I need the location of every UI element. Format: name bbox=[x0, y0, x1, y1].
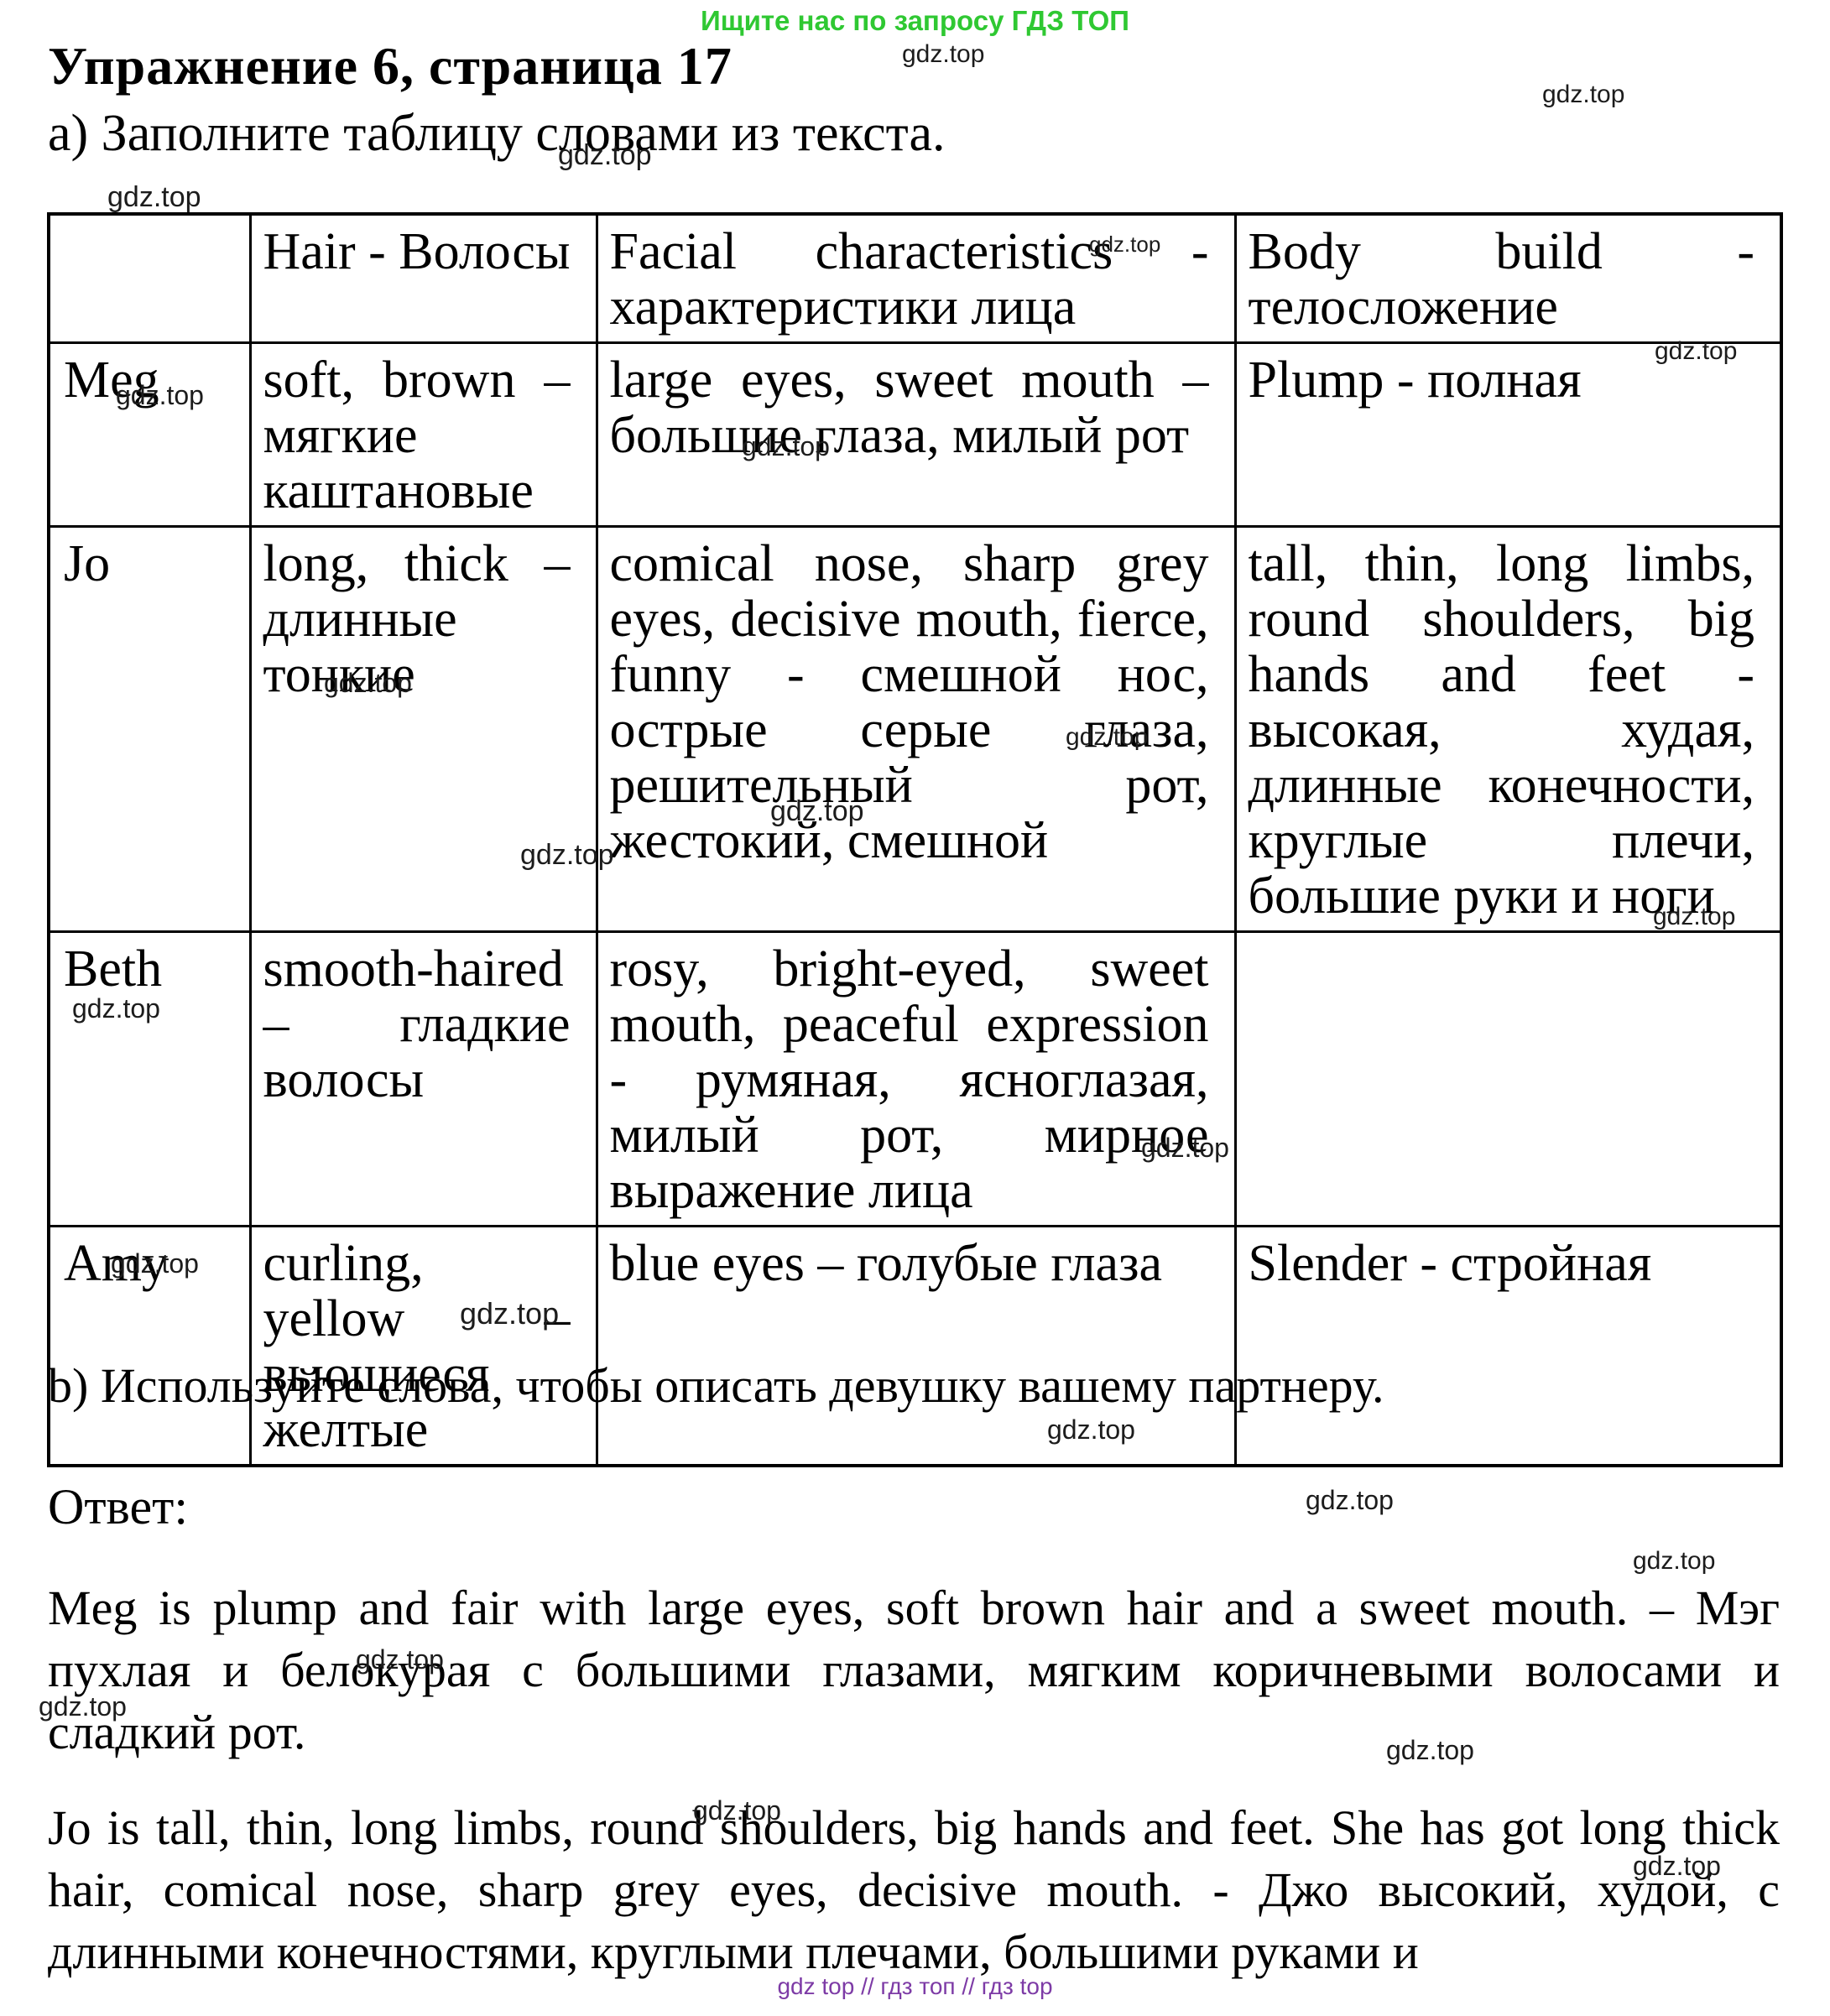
gdz-watermark: gdz.top bbox=[558, 139, 652, 171]
header-body-build: Body build - телосложение bbox=[1233, 212, 1783, 344]
row-name: Jo bbox=[47, 525, 252, 933]
gdz-watermark: gdz.top bbox=[742, 431, 830, 461]
footer-links: gdz top // гдз топ // гдз top bbox=[777, 1973, 1053, 1999]
gdz-watermark: gdz.top bbox=[1633, 1547, 1716, 1575]
jo-facial-cell: comical nose, sharp grey eyes, decisive … bbox=[595, 525, 1237, 933]
header-empty-cell bbox=[47, 212, 252, 344]
meg-facial-cell: large eyes, sweet mouth – большие глаза,… bbox=[595, 341, 1237, 528]
header-facial: Facial characteristics - характеристики … bbox=[595, 212, 1237, 344]
beth-facial-cell: rosy, bright-eyed, sweet mouth, peaceful… bbox=[595, 930, 1237, 1227]
row-name: Meg bbox=[47, 341, 252, 528]
gdz-watermark: gdz.top bbox=[1306, 1485, 1394, 1515]
gdz-watermark: gdz.top bbox=[1655, 337, 1738, 365]
beth-hair-cell: smooth-haired – гладкие волосы bbox=[248, 930, 598, 1227]
gdz-watermark: gdz.top bbox=[111, 1248, 199, 1279]
meg-body-cell: Plump - полная bbox=[1233, 341, 1783, 528]
answer-paragraph-jo: Jo is tall, thin, long limbs, round shou… bbox=[48, 1800, 1780, 1979]
gdz-watermark: gdz.top bbox=[1653, 903, 1736, 930]
gdz-watermark: gdz.top bbox=[1089, 232, 1161, 257]
task-b-label: b) Используйте слова, чтобы описать деву… bbox=[48, 1358, 1384, 1413]
gdz-watermark: gdz.top bbox=[39, 1691, 127, 1722]
table-row-meg: Meg soft, brown – мягкие каштановые larg… bbox=[47, 341, 1783, 528]
gdz-watermark: gdz.top bbox=[1141, 1133, 1229, 1163]
gdz-watermark: gdz.top bbox=[1047, 1414, 1135, 1445]
gdz-watermark: gdz.top bbox=[1542, 81, 1625, 108]
gdz-watermark: gdz.top bbox=[520, 839, 614, 871]
row-name: Beth bbox=[47, 930, 252, 1227]
page-title: Упражнение 6, страница 17 bbox=[48, 36, 733, 96]
gdz-watermark: gdz.top bbox=[1066, 723, 1149, 751]
gdz-watermark: gdz.top bbox=[770, 795, 864, 827]
jo-body-cell: tall, thin, long limbs, round shoulders,… bbox=[1233, 525, 1783, 933]
promo-banner-text: Ищите нас по запросу ГДЗ ТОП bbox=[701, 5, 1129, 36]
gdz-watermark: gdz.top bbox=[324, 668, 412, 698]
gdz-watermark: gdz.top bbox=[1633, 1851, 1721, 1881]
table-row-amy: Amy curling, yellow – вьющиеся желтые bl… bbox=[47, 1225, 1783, 1467]
answer-label: Ответ: bbox=[48, 1479, 189, 1534]
header-hair: Hair - Волосы bbox=[248, 212, 598, 344]
amy-body-cell: Slender - стройная bbox=[1233, 1225, 1783, 1467]
row-name: Amy bbox=[47, 1225, 252, 1467]
meg-hair-cell: soft, brown – мягкие каштановые bbox=[248, 341, 598, 528]
description-table: Hair - Волосы Facial characteristics - х… bbox=[47, 212, 1783, 1467]
gdz-watermark: gdz.top bbox=[72, 993, 160, 1024]
answer-paragraph-meg: Meg is plump and fair with large eyes, s… bbox=[48, 1581, 1780, 1759]
gdz-watermark: gdz.top bbox=[116, 380, 204, 410]
gdz-watermark: gdz.top bbox=[1386, 1735, 1474, 1765]
table-header-row: Hair - Волосы Facial characteristics - х… bbox=[47, 212, 1783, 344]
jo-hair-cell: long, thick – длинные тонкие bbox=[248, 525, 598, 933]
amy-facial-cell: blue eyes – голубые глаза bbox=[595, 1225, 1237, 1467]
beth-body-cell bbox=[1233, 930, 1783, 1227]
gdz-watermark: gdz.top bbox=[107, 181, 201, 213]
amy-hair-cell: curling, yellow – вьющиеся желтые bbox=[248, 1225, 598, 1467]
table-row-beth: Beth smooth-haired – гладкие волосы rosy… bbox=[47, 930, 1783, 1227]
table-row-jo: Jo long, thick – длинные тонкие comical … bbox=[47, 525, 1783, 933]
task-a-label: а) Заполните таблицу словами из текста. bbox=[48, 105, 946, 162]
gdz-watermark: gdz.top bbox=[693, 1795, 781, 1826]
gdz-watermark: gdz.top bbox=[460, 1296, 560, 1331]
gdz-watermark: gdz.top bbox=[902, 40, 985, 68]
gdz-watermark: gdz.top bbox=[356, 1644, 444, 1675]
